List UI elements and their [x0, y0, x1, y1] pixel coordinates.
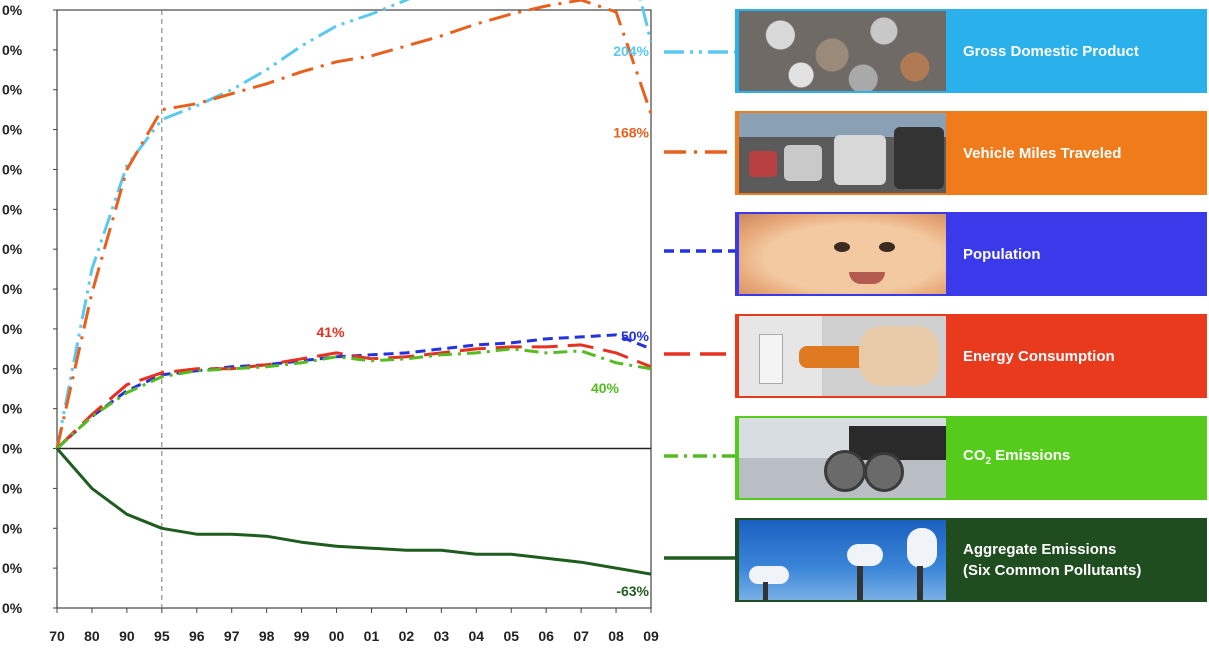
y-tick-label: 0%	[2, 161, 23, 177]
legend-item-energy: Energy Consumption	[735, 314, 1207, 398]
y-tick-label: 0%	[2, 122, 23, 138]
x-tick-label: 06	[538, 628, 554, 644]
x-tick-label: 98	[259, 628, 275, 644]
legend-label-energy: Energy Consumption	[963, 347, 1115, 365]
y-tick-label: 0%	[2, 600, 23, 616]
plot-frame	[56, 9, 652, 609]
x-tick-label: 08	[608, 628, 624, 644]
smokestacks-photo-icon	[739, 520, 946, 600]
y-tick-label: 0%	[2, 361, 23, 377]
legend-item-population: Population	[735, 212, 1207, 296]
y-tick-label: 0%	[2, 480, 23, 496]
plug-photo-icon	[739, 316, 946, 396]
legend-item-aggregate: Aggregate Emissions (Six Common Pollutan…	[735, 518, 1207, 602]
x-tick-label: 05	[503, 628, 519, 644]
x-tick-label: 97	[224, 628, 240, 644]
y-tick-label: 0%	[2, 201, 23, 217]
series-line-energy-consumption	[55, 343, 652, 450]
x-tick-label: 96	[189, 628, 205, 644]
y-tick-label: 0%	[2, 321, 23, 337]
x-tick-label: 02	[399, 628, 415, 644]
x-tick-label: 95	[154, 628, 170, 644]
x-tick-label: 07	[573, 628, 589, 644]
x-tick-label: 01	[364, 628, 380, 644]
y-tick-label: 0%	[2, 82, 23, 98]
y-tick-label: 0%	[2, 560, 23, 576]
legend-label-gdp: Gross Domestic Product	[963, 42, 1139, 60]
legend-label-co2: CO2 Emissions	[963, 446, 1071, 467]
traffic-photo-icon	[739, 113, 946, 193]
end-value-label: -63%	[616, 583, 649, 599]
series-line-vehicle-miles-traveled	[55, 0, 653, 449]
end-value-label: 50%	[621, 328, 650, 344]
x-tick-label: 99	[294, 628, 310, 644]
x-tick-label: 90	[119, 628, 135, 644]
legend-label-population: Population	[963, 245, 1041, 263]
y-tick-label: 0%	[2, 401, 23, 417]
y-tick-label: 0%	[2, 281, 23, 297]
annotation-label: 41%	[317, 324, 346, 340]
legend-item-gdp: Gross Domestic Product	[735, 9, 1207, 93]
baby-photo-icon	[739, 214, 946, 294]
x-tick-label: 80	[84, 628, 100, 644]
end-value-label: 204%	[613, 43, 649, 59]
x-tick-label: 00	[329, 628, 345, 644]
legend-label-vmt: Vehicle Miles Traveled	[963, 144, 1122, 162]
exhaust-photo-icon	[739, 418, 946, 498]
y-tick-label: 0%	[2, 241, 23, 257]
y-tick-label: 0%	[2, 441, 23, 457]
legend-label-aggregate: Aggregate Emissions (Six Common Pollutan…	[963, 541, 1142, 579]
x-tick-label: 04	[469, 628, 485, 644]
series-line-co2-emissions	[55, 347, 652, 450]
end-value-label: 40%	[591, 380, 620, 396]
legend-item-vmt: Vehicle Miles Traveled	[735, 111, 1207, 195]
x-tick-label: 03	[434, 628, 450, 644]
series-line-aggregate-emissions-six-common-pollutants	[55, 447, 652, 576]
x-tick-label: 09	[643, 628, 659, 644]
y-tick-label: 0%	[2, 42, 23, 58]
coins-photo-icon	[739, 11, 946, 91]
legend-item-co2: CO2 Emissions	[735, 416, 1207, 500]
x-tick-label: 70	[49, 628, 65, 644]
y-tick-label: 0%	[2, 2, 23, 18]
y-tick-label: 0%	[2, 520, 23, 536]
end-value-label: 168%	[613, 125, 649, 141]
